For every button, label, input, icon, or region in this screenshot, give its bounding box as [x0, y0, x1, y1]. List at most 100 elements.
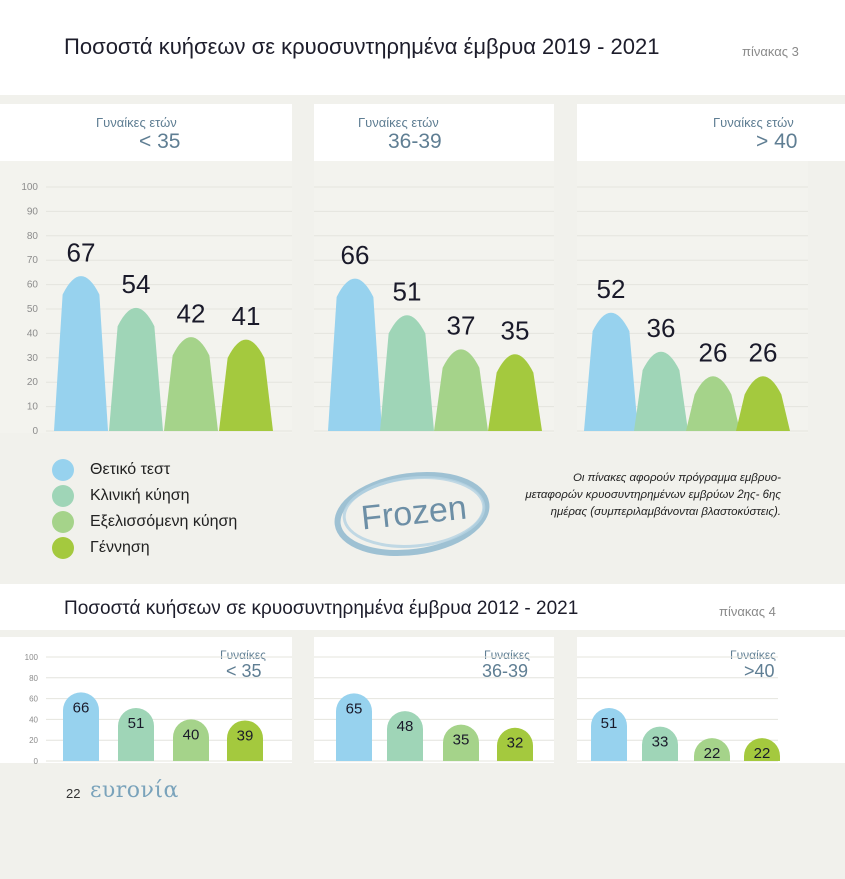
y-tick-label: 10: [27, 402, 39, 413]
bar: [443, 724, 479, 761]
group-card-3: [577, 104, 845, 161]
group-label-3: > 40: [756, 130, 798, 153]
data-label: 54: [122, 269, 151, 299]
group-caption-1: Γυναίκες ετών: [96, 115, 177, 130]
y-tick-label: 80: [29, 674, 38, 683]
chart-2012-2021: 0 20 40 60 80 100 66 51 40 39 65 48 35 32 51 33 22 22: [25, 653, 780, 766]
bar: [744, 738, 780, 761]
legend-item-positive-test: Θετικό τεστ: [52, 459, 170, 481]
data-label: 37: [447, 311, 476, 341]
section2-band: [0, 584, 845, 630]
header-band: [0, 0, 845, 95]
data-label: 42: [177, 299, 206, 329]
y-tick-label: 90: [27, 206, 39, 217]
legend-label: Γέννηση: [90, 539, 150, 556]
group-caption-1b: Γυναίκες: [220, 648, 266, 662]
group-label-1b: < 35: [226, 661, 262, 681]
bar: [328, 278, 382, 431]
y-tick-label: 0: [32, 426, 38, 437]
group-card-1: [0, 104, 292, 161]
bar: [219, 339, 273, 431]
legend-swatch: [52, 511, 74, 533]
data-label: 32: [507, 735, 524, 752]
data-label: 22: [754, 745, 771, 762]
group-label-1: < 35: [139, 130, 181, 153]
footnote: Οι πίνακες αφορούν πρόγραμμα εμβρυο-μετα…: [525, 472, 781, 518]
group-caption-2: Γυναίκες ετών: [358, 115, 439, 130]
y-tick-label: 30: [27, 353, 39, 364]
brand-logo: ευrονία: [90, 778, 179, 803]
bar: [380, 315, 434, 431]
group-label-2: 36-39: [388, 130, 442, 153]
data-label: 41: [232, 301, 261, 331]
bar: [173, 719, 209, 761]
legend-item-birth: Γέννηση: [52, 537, 150, 559]
data-label: 66: [341, 240, 370, 270]
legend-swatch: [52, 537, 74, 559]
data-label: 48: [397, 718, 414, 735]
legend-item-ongoing-pregnancy: Εξελισσόμενη κύηση: [52, 511, 237, 533]
table-tag: πίνακας 3: [742, 44, 799, 59]
bar: [497, 727, 533, 761]
group-card-2: [314, 104, 554, 161]
data-label: 40: [183, 726, 200, 743]
bar: [736, 376, 790, 431]
page-title: Ποσοστά κυήσεων σε κρυοσυντηρημένα έμβρυ…: [64, 34, 660, 59]
section2-title: Ποσοστά κυήσεων σε κρυοσυντηρημένα έμβρυ…: [64, 598, 579, 619]
data-label: 52: [597, 274, 626, 304]
badge-text: Frozen: [359, 489, 468, 538]
bar: [584, 312, 638, 431]
bar: [488, 354, 542, 431]
bar: [109, 307, 163, 431]
y-tick-label: 50: [27, 304, 39, 315]
y-tick-label: 60: [29, 695, 38, 704]
y-tick-label: 100: [21, 182, 38, 193]
bar: [434, 349, 488, 431]
bar: [336, 693, 372, 761]
legend-label: Κλινική κύηση: [90, 487, 190, 504]
data-label: 26: [749, 338, 778, 368]
legend-swatch: [52, 485, 74, 507]
y-tick-label: 20: [27, 377, 39, 388]
y-tick-label: 40: [29, 715, 38, 724]
data-label: 36: [647, 313, 676, 343]
y-tick-label: 60: [27, 280, 39, 291]
bar: [227, 720, 263, 761]
bar: [591, 707, 627, 761]
group-label-2b: 36-39: [482, 661, 529, 681]
bar: [387, 711, 423, 761]
bar: [694, 738, 730, 761]
legend-item-clinical-pregnancy: Κλινική κύηση: [52, 485, 190, 507]
data-label: 35: [501, 316, 530, 346]
bar: [54, 276, 108, 431]
y-tick-label: 0: [34, 757, 39, 766]
data-label: 65: [346, 700, 363, 717]
bar: [686, 376, 740, 431]
data-label: 26: [699, 338, 728, 368]
legend-label: Εξελισσόμενη κύηση: [90, 513, 238, 530]
y-tick-label: 100: [25, 653, 39, 662]
data-label: 67: [67, 238, 96, 268]
y-tick-label: 20: [29, 736, 38, 745]
data-label: 35: [453, 732, 470, 749]
group-label-3b: >40: [744, 661, 775, 681]
bar: [164, 337, 218, 431]
y-tick-label: 40: [27, 328, 39, 339]
data-label: 51: [393, 277, 422, 307]
bar: [118, 707, 154, 761]
section2-table-tag: πίνακας 4: [719, 604, 776, 619]
data-label: 51: [601, 715, 618, 732]
page-number: 22: [66, 786, 81, 801]
data-label: 33: [652, 734, 669, 751]
group-caption-3: Γυναίκες ετών: [713, 115, 794, 130]
group-caption-3b: Γυναίκες: [730, 648, 776, 662]
group-caption-2b: Γυναίκες: [484, 648, 530, 662]
y-tick-label: 80: [27, 231, 39, 242]
data-label: 51: [128, 715, 145, 732]
data-label: 22: [704, 745, 721, 762]
bar: [634, 351, 688, 431]
legend-label: Θετικό τεστ: [90, 461, 171, 478]
data-label: 66: [73, 699, 90, 716]
frozen-badge: Frozen: [334, 471, 490, 557]
legend-swatch: [52, 459, 74, 481]
